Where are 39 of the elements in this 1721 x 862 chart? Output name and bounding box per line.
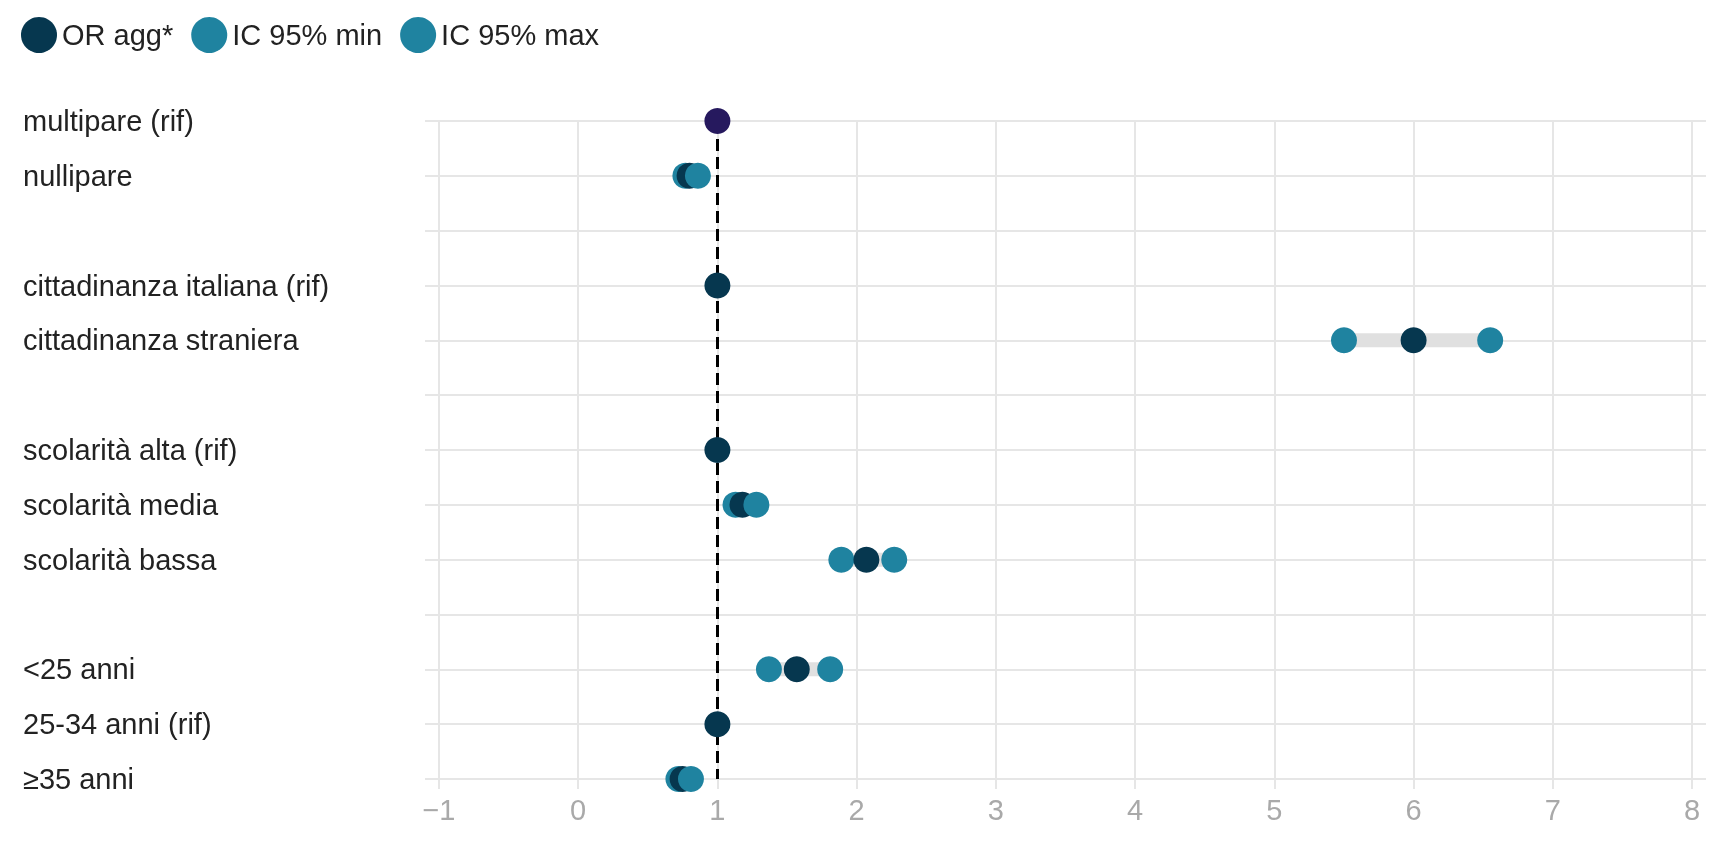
- point: [743, 491, 770, 518]
- point: [783, 656, 810, 683]
- y-tick-label: multipare (rif): [23, 105, 194, 137]
- x-tick-label: 4: [1127, 793, 1144, 826]
- x-tick-label: 6: [1405, 793, 1422, 826]
- y-tick-label: ≥35 anni: [23, 763, 135, 795]
- y-tick-label: 25-34 anni (rif): [23, 708, 212, 741]
- x-tick-label: 1: [709, 793, 726, 826]
- legend-label: OR agg*: [62, 19, 174, 51]
- point: [817, 656, 844, 683]
- y-tick-label: scolarità media: [23, 488, 219, 521]
- point: [704, 437, 731, 463]
- x-tick-label: 7: [1544, 793, 1561, 826]
- x-tick-label: 2: [848, 793, 865, 826]
- point: [881, 546, 908, 573]
- point: [853, 546, 880, 573]
- point: [1331, 327, 1357, 354]
- x-tick-label: −1: [422, 793, 456, 826]
- point: [677, 766, 704, 792]
- point: [828, 546, 855, 573]
- point: [1477, 327, 1504, 354]
- x-tick-label: 0: [570, 793, 587, 826]
- y-tick-label: cittadinanza italiana (rif): [23, 269, 330, 302]
- legend-label: IC 95% min: [232, 19, 383, 51]
- x-tick-label: 5: [1266, 793, 1283, 826]
- point: [704, 108, 731, 134]
- y-tick-label: <25 anni: [23, 653, 136, 686]
- y-tick-label: nullipare: [23, 159, 133, 192]
- point: [684, 162, 711, 189]
- point: [704, 711, 731, 738]
- y-tick-label: cittadinanza straniera: [23, 324, 300, 357]
- point: [704, 272, 731, 299]
- legend-label: IC 95% max: [441, 19, 600, 51]
- point: [755, 656, 782, 683]
- y-tick-label: scolarità bassa: [23, 543, 218, 576]
- x-tick-label: 3: [987, 793, 1004, 826]
- point: [1400, 327, 1427, 354]
- y-tick-label: scolarità alta (rif): [23, 434, 238, 466]
- x-tick-label: 8: [1684, 793, 1701, 826]
